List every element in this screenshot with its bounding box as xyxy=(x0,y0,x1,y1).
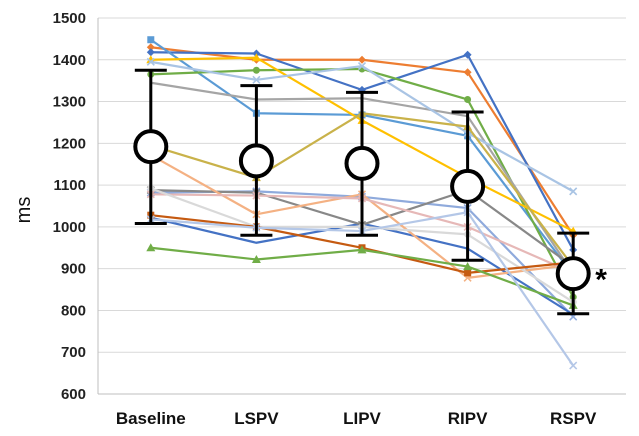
data-point xyxy=(463,50,472,59)
x-tick-label: RSPV xyxy=(550,409,597,428)
mean-marker xyxy=(133,129,169,165)
y-tick-label: 800 xyxy=(61,302,86,319)
y-tick-label: 1000 xyxy=(53,219,86,236)
data-point xyxy=(464,269,472,277)
data-point xyxy=(463,68,472,77)
data-point xyxy=(251,254,261,263)
x-tick-label: RIPV xyxy=(448,409,488,428)
data-point xyxy=(569,361,578,370)
series-6 xyxy=(146,57,578,196)
y-tick-label: 1200 xyxy=(53,135,86,152)
series-lines xyxy=(146,36,578,370)
data-point xyxy=(358,55,366,64)
significance-marker: * xyxy=(595,264,607,297)
y-tick-label: 1500 xyxy=(53,10,86,27)
series-15 xyxy=(146,243,578,309)
x-tick-label: LIPV xyxy=(343,409,381,428)
x-axis-ticks: Baseline LSPV LIPV RIPV RSPV xyxy=(116,409,597,428)
data-point xyxy=(146,57,155,66)
y-tick-label: 600 xyxy=(61,386,86,403)
data-point xyxy=(357,245,367,254)
y-tick-label: 1100 xyxy=(53,177,86,194)
y-tick-label: 1300 xyxy=(53,94,86,111)
y-axis-label: ms xyxy=(13,197,35,224)
mean-markers xyxy=(133,129,591,292)
data-point xyxy=(146,243,156,252)
x-tick-label: Baseline xyxy=(116,409,186,428)
data-point xyxy=(251,53,261,62)
y-tick-label: 900 xyxy=(61,261,86,278)
data-point xyxy=(252,66,260,74)
y-tick-label: 1400 xyxy=(53,52,86,69)
series-line xyxy=(150,246,574,307)
series-1 xyxy=(146,48,578,254)
data-point xyxy=(464,95,472,103)
data-point xyxy=(463,262,473,271)
data-point xyxy=(569,187,578,196)
x-tick-label: LSPV xyxy=(234,409,279,428)
mean-marker xyxy=(555,256,591,292)
data-point xyxy=(146,48,155,57)
data-point xyxy=(252,75,261,84)
mean-marker xyxy=(238,143,274,179)
mean-marker xyxy=(344,145,380,181)
y-axis-ticks: 600 700 800 900 1000 1100 1200 1300 1400 1500 xyxy=(53,10,86,403)
y-tick-label: 700 xyxy=(61,344,86,361)
data-point xyxy=(357,61,367,71)
mean-marker xyxy=(450,168,486,204)
data-point xyxy=(147,36,155,44)
data-point xyxy=(146,43,155,52)
